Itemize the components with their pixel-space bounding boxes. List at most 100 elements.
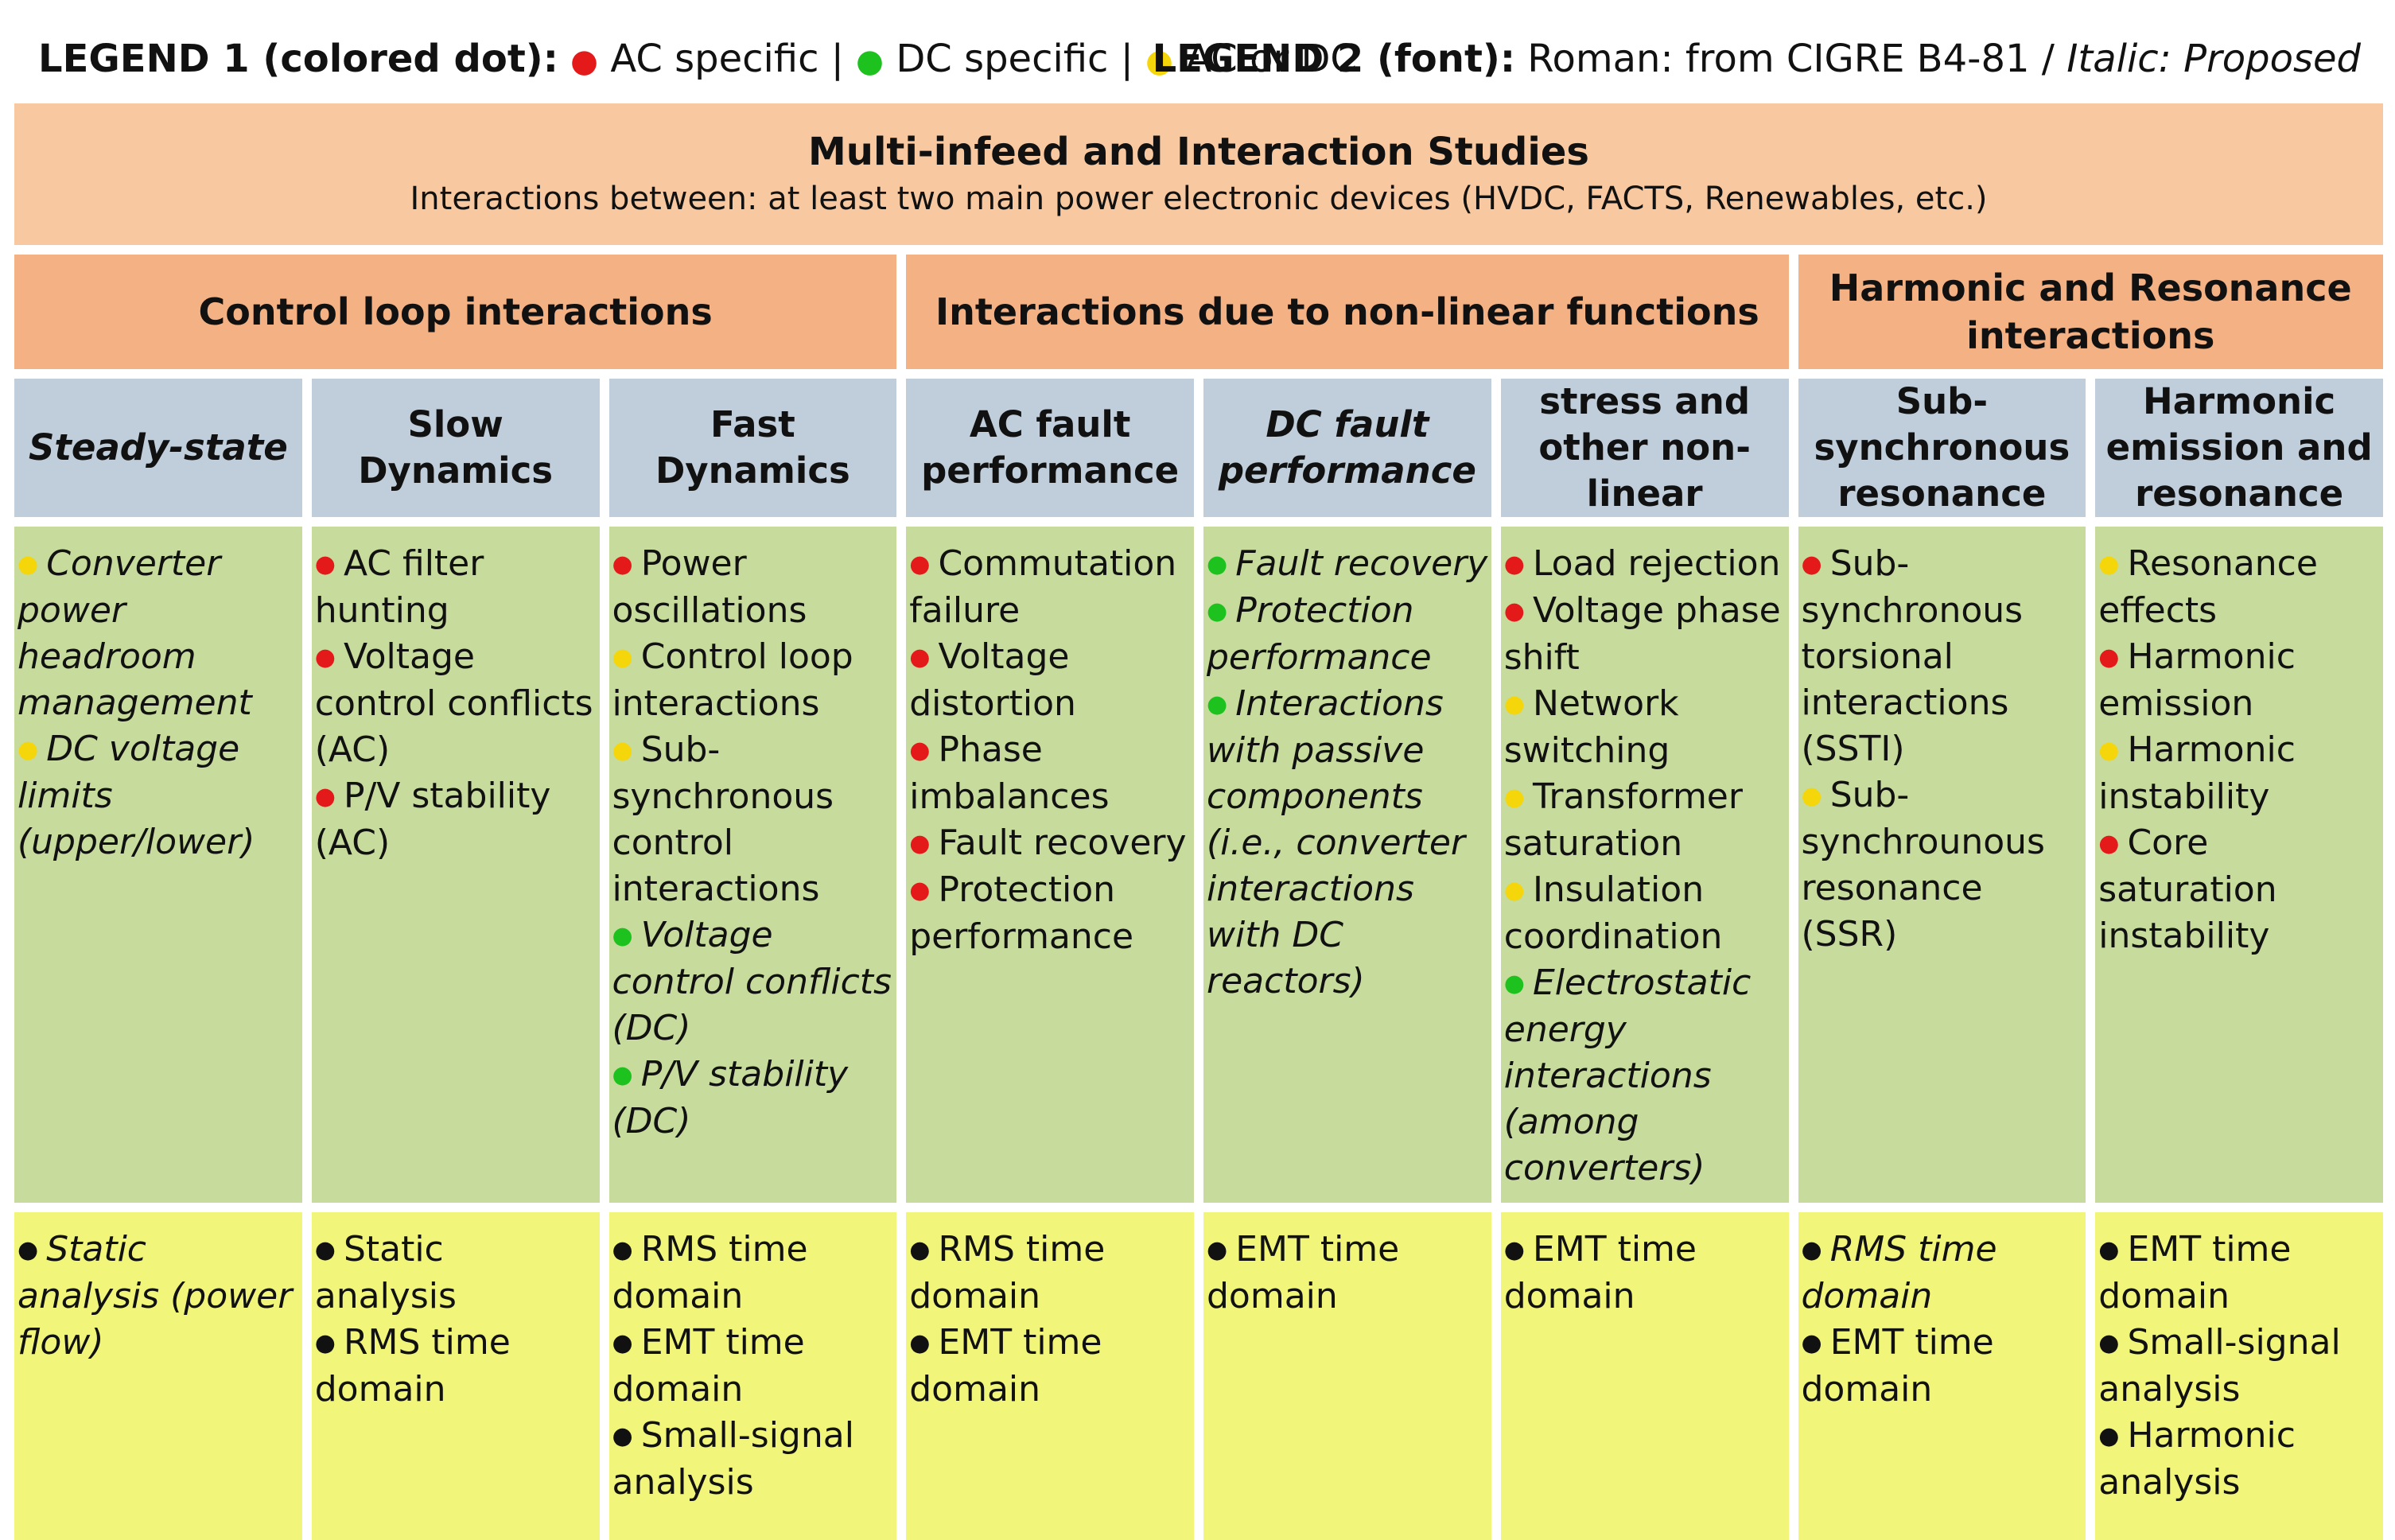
issue-text: Commutation failure xyxy=(909,543,1177,631)
method-item: ● RMS time domain xyxy=(909,1227,1191,1320)
yellow-dot-icon: ● xyxy=(1503,690,1525,718)
green-dot-icon: ● xyxy=(1503,970,1525,998)
red-dot-icon: ● xyxy=(314,783,336,811)
issue-text: Voltage control conflicts (AC) xyxy=(314,636,593,770)
title-main: Multi-infeed and Interaction Studies xyxy=(808,130,1589,174)
issue-text: Fault recovery xyxy=(1235,543,1488,584)
issue-item: ● Fault recovery xyxy=(909,820,1191,867)
green-dot-icon: ● xyxy=(856,43,885,80)
column-header: Steady-state xyxy=(14,379,302,517)
method-item: ● RMS time domain xyxy=(612,1227,894,1320)
black-dot-icon: ● xyxy=(2098,1422,2120,1450)
method-text: RMS time domain xyxy=(612,1229,808,1316)
issue-text: P/V stability (DC) xyxy=(612,1054,849,1141)
issue-text: Core saturation instability xyxy=(2098,822,2277,956)
method-item: ● EMT time domain xyxy=(1504,1227,1786,1320)
issue-item: ● Sub-synchronous torsional interactions … xyxy=(1802,541,2083,772)
methods-cell: ● Static analysis ● RMS time domain xyxy=(311,1212,600,1540)
method-item: ● EMT time domain xyxy=(1207,1227,1488,1320)
issue-item: ● Converter power headroom management xyxy=(17,541,299,726)
issues-cell: ● Resonance effects ● Harmonic emission ● Har… xyxy=(2095,527,2383,1203)
issue-text: AC filter hunting xyxy=(314,543,484,631)
method-text: RMS time domain xyxy=(314,1322,511,1410)
green-dot-icon: ● xyxy=(1207,597,1228,625)
black-dot-icon: ● xyxy=(2098,1236,2120,1264)
method-text: RMS time domain xyxy=(1801,1229,1997,1316)
issue-item: ● P/V stability (AC) xyxy=(315,773,597,866)
issue-text: P/V stability (AC) xyxy=(314,776,551,863)
issue-text: Phase imbalances xyxy=(909,729,1110,817)
black-dot-icon: ● xyxy=(2098,1329,2120,1357)
issues-cell: ● Sub-synchronous torsional interactions … xyxy=(1798,527,2086,1203)
methods-cell: ● EMT time domain xyxy=(1500,1212,1789,1540)
issue-item: ● Voltage distortion xyxy=(909,634,1191,727)
red-dot-icon: ● xyxy=(2098,644,2120,671)
method-text: RMS time domain xyxy=(909,1229,1106,1316)
issue-item: ● Harmonic emission xyxy=(2098,634,2380,727)
black-dot-icon: ● xyxy=(1801,1236,1822,1264)
legend-ac-or-dc: AC or DC xyxy=(1185,37,1357,81)
method-item: ● EMT time domain xyxy=(909,1320,1191,1413)
black-dot-icon: ● xyxy=(612,1422,633,1450)
issue-item: ● Network switching xyxy=(1504,681,1786,774)
methods-cell: ● RMS time domain ● EMT time domain xyxy=(906,1212,1194,1540)
legend-ac-specific: AC specific xyxy=(610,37,819,81)
method-text: Harmonic analysis xyxy=(2098,1415,2296,1503)
issue-text: Converter power headroom management xyxy=(17,543,252,723)
red-dot-icon: ● xyxy=(909,644,931,671)
issue-text: Load rejection xyxy=(1532,543,1781,584)
issue-item: ● AC filter hunting xyxy=(315,541,597,634)
issue-item: ● DC voltage limits (upper/lower) xyxy=(17,726,299,865)
method-item: ● Static analysis xyxy=(315,1227,597,1320)
issues-cell: ● Converter power headroom management ● DC … xyxy=(14,527,302,1203)
red-dot-icon: ● xyxy=(909,550,931,578)
red-dot-icon: ● xyxy=(612,550,633,578)
methods-cell: ● RMS time domain ● EMT time domain xyxy=(1798,1212,2086,1540)
green-dot-icon: ● xyxy=(612,922,633,950)
issue-item: ● Sub-synchronous control interactions xyxy=(612,727,894,912)
red-dot-icon: ● xyxy=(909,877,931,904)
legend-dc-specific: DC specific xyxy=(896,37,1109,81)
issues-cell: ● Commutation failure ● Voltage distortion ●… xyxy=(906,527,1194,1203)
red-dot-icon: ● xyxy=(2098,830,2120,858)
legend-roman-text: Roman: from CIGRE B4-81 / xyxy=(1527,37,2055,81)
issue-item: ● Electrostatic energy interactions (amon… xyxy=(1504,960,1786,1192)
issues-cell: ● Load rejection ● Voltage phase shift ● Netw… xyxy=(1500,527,1789,1203)
issue-text: Protection performance xyxy=(1207,590,1432,678)
column-header: Sub-synchronous resonance xyxy=(1798,379,2086,517)
red-dot-icon: ● xyxy=(1503,597,1525,625)
issue-text: Insulation coordination xyxy=(1503,869,1723,957)
legend-1: LEGEND 1 (colored dot): ● AC specific | … xyxy=(38,30,1357,90)
red-dot-icon: ● xyxy=(314,550,336,578)
black-dot-icon: ● xyxy=(909,1329,931,1357)
legend-bar: LEGEND 1 (colored dot): ● AC specific | … xyxy=(38,30,2361,88)
method-text: Static analysis xyxy=(314,1229,457,1316)
red-dot-icon: ● xyxy=(909,737,931,764)
column-header: AC fault performance xyxy=(906,379,1194,517)
issue-text: Control loop interactions xyxy=(612,636,853,724)
issue-text: Voltage distortion xyxy=(909,636,1076,724)
issue-item: ● Resonance effects xyxy=(2098,541,2380,634)
black-dot-icon: ● xyxy=(1503,1236,1525,1264)
black-dot-icon: ● xyxy=(612,1329,633,1357)
title-subtitle: Interactions between: at least two main … xyxy=(410,181,1988,217)
issue-item: ● Power oscillations xyxy=(612,541,894,634)
issue-item: ● Voltage control conflicts (DC) xyxy=(612,912,894,1052)
method-text: EMT time domain xyxy=(909,1322,1102,1410)
method-item: ● Harmonic analysis xyxy=(2098,1413,2380,1506)
black-dot-icon: ● xyxy=(1801,1329,1822,1357)
green-dot-icon: ● xyxy=(612,1061,633,1089)
issue-item: ● Harmonic instability xyxy=(2098,727,2380,820)
issue-text: Fault recovery xyxy=(938,822,1187,863)
legend-separator: | xyxy=(830,37,844,81)
group-control-loop: Control loop interactions xyxy=(14,255,897,369)
green-dot-icon: ● xyxy=(1207,690,1228,718)
green-dot-icon: ● xyxy=(1207,550,1228,578)
legend-2: LEGEND 2 (font): Roman: from CIGRE B4-81… xyxy=(1153,30,2361,88)
issue-text: Protection performance xyxy=(909,869,1134,957)
legend-separator: | xyxy=(1120,37,1133,81)
issues-cell: ● AC filter hunting ● Voltage control confl… xyxy=(311,527,600,1203)
issue-item: ● Transformer saturation xyxy=(1504,774,1786,867)
issue-item: ● Fault recovery xyxy=(1207,541,1488,588)
legend-1-label: LEGEND 1 (colored dot): xyxy=(38,37,558,81)
